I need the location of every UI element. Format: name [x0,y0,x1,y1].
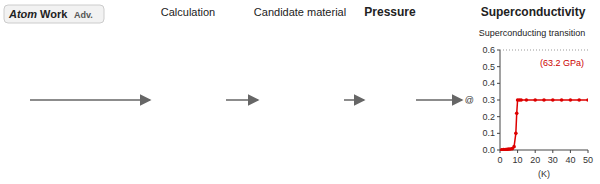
y-tick-label: 0.0 [482,145,495,155]
logo-badge: Adv. [74,10,93,20]
flow-arrow [30,99,150,101]
annotation: (63.2 GPa) [540,58,584,68]
y-axis-label: @ [465,95,474,105]
point [512,145,516,149]
flow-arrow [344,99,364,101]
x-tick-label: 0 [497,155,502,165]
stage-label: Pressure [364,5,416,19]
point [514,132,518,136]
point [515,112,519,116]
figure: AtomWork Adv. Calculation Candidate materia… [0,0,600,184]
x-tick-label: 50 [583,155,593,165]
point [586,98,588,102]
point [533,98,537,102]
x-tick-label: 20 [530,155,540,165]
chart-title: Superconducting transition [479,28,586,38]
x-tick-label: 10 [513,155,523,165]
logo-text: Atom [8,8,37,20]
y-tick-label: 0.5 [482,62,495,72]
stage-label: Candidate material [254,6,346,18]
x-tick-label: 40 [565,155,575,165]
y-tick-label: 0.3 [482,95,495,105]
x-tick-label: 30 [548,155,558,165]
y-tick-label: 0.4 [482,78,495,88]
stage-label: Calculation [161,6,215,18]
point [560,98,564,102]
flow-arrow [416,99,462,101]
point [551,98,555,102]
x-axis-label: (K) [538,169,550,179]
plot-marks [500,98,588,151]
y-axis [500,50,501,150]
y-tick-label: 0.6 [482,45,495,55]
point [569,98,573,102]
top-line [500,50,588,51]
logo-text: Work [40,8,68,20]
y-tick-label: 0.2 [482,112,495,122]
flow-arrow [226,99,258,101]
point [519,98,523,102]
stage-label: Superconductivity [481,5,586,19]
plot-area [500,50,588,150]
line [500,100,588,150]
point [542,98,546,102]
point [525,98,529,102]
point [577,98,581,102]
y-tick-label: 0.1 [482,128,495,138]
logo-box [4,5,104,23]
